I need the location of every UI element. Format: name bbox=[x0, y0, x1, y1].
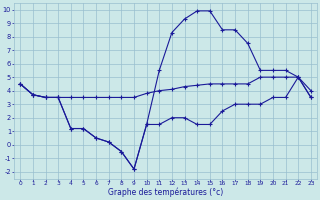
X-axis label: Graphe des températures (°c): Graphe des températures (°c) bbox=[108, 188, 223, 197]
